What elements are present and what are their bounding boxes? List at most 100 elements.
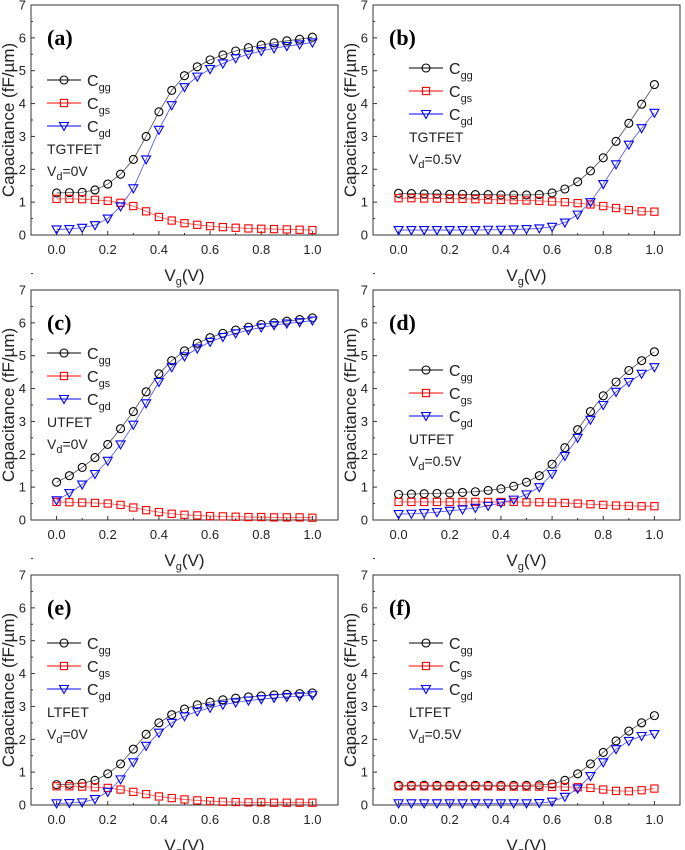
data-point [282, 798, 291, 807]
y-tick-label: 5 [361, 348, 368, 363]
data-point [547, 459, 557, 469]
x-axis-label: Vg(V) [506, 836, 546, 850]
legend-item: Cgs [47, 659, 111, 680]
data-point [154, 507, 164, 517]
x-tick-label: 0.2 [441, 242, 459, 257]
data-point [495, 498, 507, 509]
data-point [141, 729, 151, 739]
data-point [509, 497, 518, 507]
series-line [398, 197, 655, 213]
x-tick-label: 0.0 [390, 812, 408, 827]
y-tick-label: 0 [19, 513, 26, 528]
data-point [90, 775, 100, 785]
x-axis-label-main: V [506, 551, 518, 570]
legend-label-main: C [449, 409, 461, 426]
legend-label: Cgd [449, 409, 473, 430]
data-point [432, 782, 442, 791]
data-point [394, 497, 403, 507]
data-point [559, 792, 571, 803]
legend-marker [59, 661, 69, 671]
data-point [407, 497, 416, 507]
data-point [471, 497, 480, 507]
data-point [308, 798, 317, 807]
legend-label: Cgs [87, 659, 111, 680]
legend-label-main: C [87, 369, 99, 386]
data-point [179, 346, 190, 356]
x-axis-label-tail: (V) [524, 836, 547, 850]
legend-label: Cgs [449, 659, 473, 680]
data-point [243, 43, 254, 53]
vd-tail: =0.5V [424, 726, 462, 742]
data-point [115, 759, 126, 769]
data-point [89, 469, 101, 480]
data-point [128, 744, 138, 754]
legend-label-sub: gg [461, 372, 473, 384]
legend-label-sub: gd [461, 116, 473, 128]
x-axis-label-sub: g [518, 561, 524, 573]
data-point [572, 784, 584, 795]
legend-label-main: C [87, 636, 99, 653]
x-axis-label: Vg(V) [164, 266, 204, 288]
legend-label-sub: gg [99, 355, 111, 367]
legend-marker [58, 121, 70, 132]
data-point [522, 196, 531, 205]
data-point [407, 194, 416, 203]
data-point [637, 718, 647, 728]
y-tick-label: 7 [19, 568, 26, 583]
legend-label-main: C [87, 659, 99, 676]
data-point [180, 510, 189, 519]
y-tick-label: 4 [361, 666, 368, 681]
data-point [154, 107, 164, 117]
data-point [457, 226, 468, 236]
data-point [585, 415, 596, 426]
legend-label-sub: gd [99, 128, 111, 140]
data-point [154, 369, 164, 379]
data-point [306, 38, 318, 49]
plot-frame [30, 289, 339, 521]
data-point [166, 101, 178, 111]
legend-marker [420, 109, 432, 120]
data-point [191, 72, 203, 83]
x-tick-label: 0.6 [201, 527, 219, 542]
drain-voltage-annotation: Vd=0V [47, 726, 88, 746]
x-tick-label: 0.4 [150, 812, 168, 827]
data-point [63, 489, 75, 499]
x-tick-label: 0.6 [543, 812, 561, 827]
y-tick-label: 7 [361, 568, 368, 583]
legend-item: Cgd [47, 682, 111, 703]
data-point [204, 337, 216, 348]
data-point [205, 221, 215, 231]
series-Cgs [52, 497, 317, 522]
series-line [56, 785, 313, 804]
data-point [597, 180, 609, 190]
y-tick-label: 7 [361, 283, 368, 298]
y-tick-label: 7 [19, 0, 26, 13]
data-point [637, 207, 646, 216]
data-point [432, 189, 442, 199]
data-point [611, 136, 621, 146]
legend-marker [421, 365, 431, 375]
y-tick-label: 0 [361, 228, 368, 243]
data-point [115, 202, 126, 213]
data-point [458, 782, 467, 791]
data-point [535, 782, 544, 791]
legend-label-main: C [449, 363, 461, 380]
data-point [307, 32, 317, 42]
x-tick-label: 1.0 [645, 242, 663, 257]
data-point [482, 799, 494, 809]
y-axis-label: Capacitance (fF/µm) [341, 613, 360, 767]
legend-label: Cgg [449, 61, 473, 82]
data-point [103, 196, 112, 205]
legend-label-sub: gg [99, 82, 111, 94]
data-point [649, 79, 659, 90]
device-annotation: TGTFET [47, 141, 102, 157]
data-point [127, 420, 139, 431]
vd-main: V [409, 151, 419, 167]
vd-sub: d [56, 444, 62, 456]
data-point [509, 481, 519, 491]
data-point [649, 711, 659, 721]
legend-marker [59, 75, 69, 85]
data-point [457, 189, 468, 199]
